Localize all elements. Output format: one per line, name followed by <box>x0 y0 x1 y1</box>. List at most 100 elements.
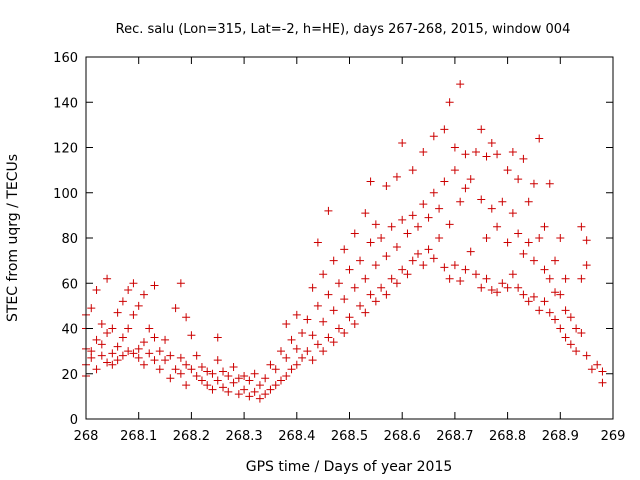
data-point <box>134 301 143 310</box>
data-point <box>182 313 191 322</box>
data-point <box>182 381 191 390</box>
data-point <box>287 365 296 374</box>
data-point <box>145 349 154 358</box>
x-tick-label: 268.9 <box>542 429 579 444</box>
data-point <box>503 283 512 292</box>
data-point <box>234 374 243 383</box>
data-point <box>529 179 538 188</box>
data-point <box>440 125 449 134</box>
data-point <box>166 374 175 383</box>
data-point <box>313 238 322 247</box>
y-axis-label: STEC from uqrg / TECUs <box>5 154 21 322</box>
data-point <box>245 392 254 401</box>
data-point <box>92 286 101 295</box>
data-point <box>387 274 396 283</box>
data-point <box>440 263 449 272</box>
data-point <box>419 261 428 270</box>
data-point <box>276 347 285 356</box>
data-point <box>598 367 607 376</box>
x-tick-label: 269 <box>601 429 626 444</box>
data-point <box>324 333 333 342</box>
data-point <box>577 222 586 231</box>
data-point <box>145 324 154 333</box>
data-point <box>92 365 101 374</box>
data-point <box>493 222 502 231</box>
data-point <box>282 319 291 328</box>
data-point <box>224 372 233 381</box>
data-point <box>371 261 380 270</box>
data-point <box>292 310 301 319</box>
x-tick-label: 268.4 <box>278 429 315 444</box>
data-point <box>250 369 259 378</box>
data-point <box>219 367 228 376</box>
data-point <box>572 347 581 356</box>
data-point <box>403 229 412 238</box>
data-point <box>361 308 370 317</box>
data-point <box>103 329 112 338</box>
data-point <box>124 324 133 333</box>
data-point <box>508 148 517 157</box>
data-point <box>97 351 106 360</box>
data-points-layer <box>82 80 607 403</box>
y-tick-label: 40 <box>61 323 78 338</box>
data-point <box>87 353 96 362</box>
data-point <box>561 333 570 342</box>
data-point <box>424 213 433 222</box>
data-point <box>377 234 386 242</box>
data-point <box>350 319 359 328</box>
data-point <box>377 283 386 292</box>
y-tick-label: 160 <box>53 51 78 66</box>
data-point <box>345 313 354 322</box>
data-point <box>118 351 127 360</box>
data-point <box>414 249 423 258</box>
data-point <box>308 356 317 365</box>
data-point <box>124 286 133 295</box>
y-tick-label: 140 <box>53 96 78 111</box>
data-point <box>450 143 459 152</box>
data-point <box>440 177 449 186</box>
data-point <box>113 356 122 365</box>
data-point <box>139 360 148 369</box>
data-point <box>535 234 544 242</box>
data-point <box>561 274 570 283</box>
data-point <box>392 279 401 288</box>
data-point <box>356 256 365 265</box>
data-point <box>97 340 106 349</box>
data-point <box>255 381 264 390</box>
data-point <box>482 234 491 242</box>
data-point <box>224 387 233 396</box>
data-point <box>414 222 423 231</box>
data-point <box>361 209 370 218</box>
data-point <box>461 150 470 159</box>
data-point <box>176 369 185 378</box>
data-point <box>419 148 428 157</box>
data-point <box>319 270 328 279</box>
y-tick-label: 20 <box>61 368 78 383</box>
data-point <box>519 249 528 258</box>
data-point <box>429 188 438 197</box>
data-point <box>408 256 417 265</box>
data-point <box>266 385 275 394</box>
data-point <box>503 166 512 175</box>
x-tick-label: 268 <box>74 429 99 444</box>
data-point <box>213 333 222 342</box>
data-point <box>498 197 507 206</box>
data-point <box>545 179 554 188</box>
plot-frame <box>85 56 614 420</box>
data-point <box>508 270 517 279</box>
data-point <box>176 353 185 362</box>
data-point <box>535 306 544 315</box>
data-point <box>514 175 523 184</box>
data-point <box>139 338 148 347</box>
data-point <box>329 306 338 315</box>
data-point <box>461 184 470 193</box>
data-point <box>197 362 206 371</box>
data-point <box>398 215 407 224</box>
data-point <box>134 353 143 362</box>
data-point <box>482 152 491 161</box>
x-axis-label: GPS time / Days of year 2015 <box>246 459 453 475</box>
data-point <box>471 270 480 279</box>
data-point <box>366 177 375 186</box>
data-point <box>229 362 238 371</box>
y-tick-label: 60 <box>61 277 78 292</box>
